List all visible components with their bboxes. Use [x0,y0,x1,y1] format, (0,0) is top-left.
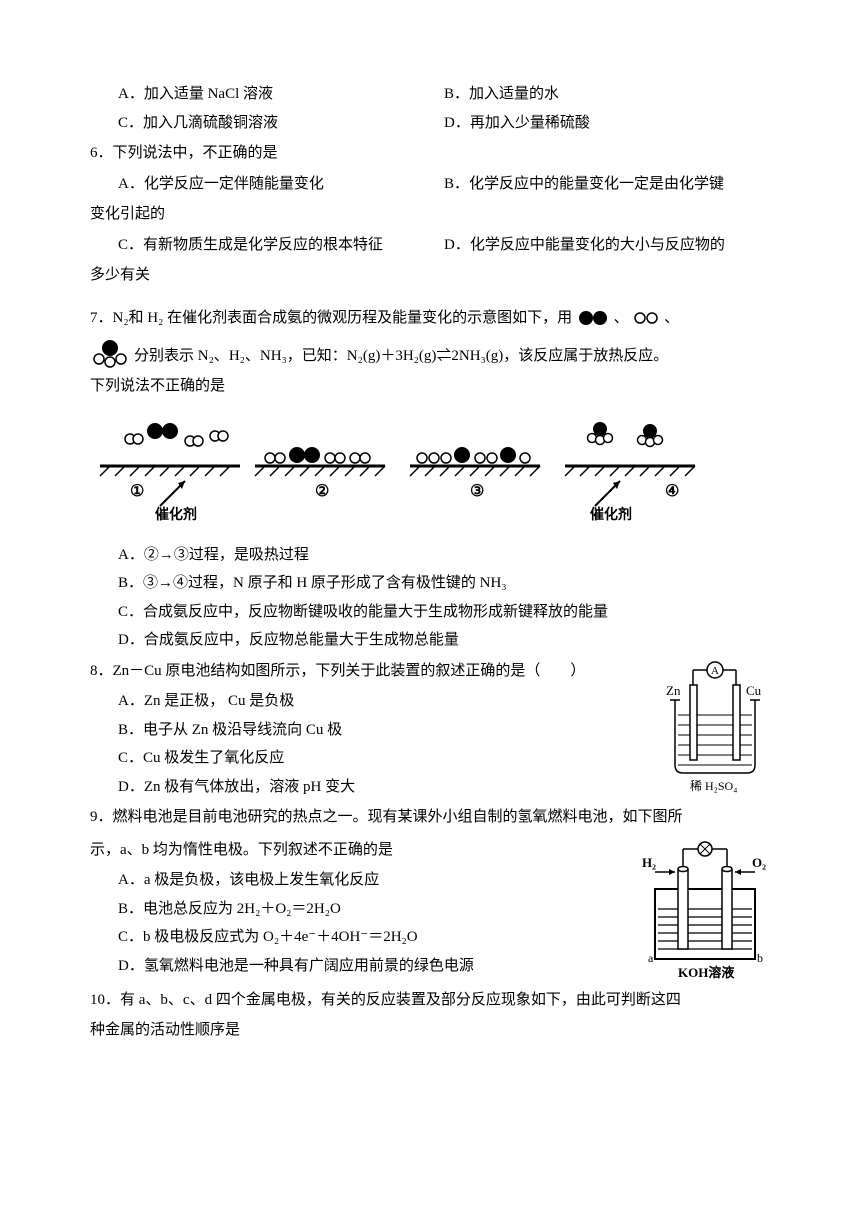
sep2: 、 [664,310,679,326]
q8-option-c: C．Cu 极发生了氧化反应 [118,744,650,773]
q7-catalyst-label-2: 催化剂 [590,506,632,523]
cu-label: Cu [746,683,762,698]
q7-stem-line2: 分别表示 N₂、H₂、NH₃，已知：N₂(g)＋3H₂(g)⇌2NH₃(g)，该… [90,334,770,370]
q9-option-c: C．b 极电极反应式为 O₂＋4e⁻＋4OH⁻＝2H₂O [118,923,630,952]
q9-option-a: A．a 极是负极，该电极上发生氧化反应 [118,866,630,895]
h2-molecule-icon [632,311,660,325]
q7-option-a: A．②→③过程，是吸热过程 [118,541,770,570]
q6-option-c: C．有新物质生成是化学反应的根本特征 [118,231,444,260]
q7-option-b: B．③→④过程，N 原子和 H 原子形成了含有极性键的 NH₃ [118,569,770,598]
q6-row1: A．化学反应一定伴随能量变化 B．化学反应中的能量变化一定是由化学键 [118,170,770,199]
q10-stem1: 10．有 a、b、c、d 四个金属电极，有关的反应装置及部分反应现象如下，由此可… [90,986,770,1015]
q7-option-c: C．合成氨反应中，反应物断键吸收的能量大于生成物形成新键释放的能量 [118,598,770,627]
q5-option-d: D．再加入少量稀硫酸 [444,109,770,138]
q9-stem2: 示，a、b 均为惰性电极。下列叙述不正确的是 [90,836,630,865]
n2-molecule-icon [576,310,610,326]
o2-label: O₂ [752,855,766,870]
a-label: a [648,951,654,965]
q8-option-a: A．Zn 是正极， Cu 是负极 [118,687,650,716]
q8-block: 8．Zn－Cu 原电池结构如图所示，下列关于此装置的叙述正确的是（ ） A．Zn… [90,655,770,802]
q7-option-d: D．合成氨反应中，反应物总能量大于生成物总能量 [118,626,770,655]
q8-option-b: B．电子从 Zn 极沿导线流向 Cu 极 [118,716,650,745]
q7-reaction-diagram: ① 催化剂 ② [90,411,710,531]
nh3-molecule-icon [90,334,130,370]
q9-option-d: D．氢氧燃料电池是一种具有广阔应用前景的绿色电源 [118,952,630,981]
q9-block: 示，a、b 均为惰性电极。下列叙述不正确的是 A．a 极是负极，该电极上发生氧化… [90,834,770,984]
q6-option-d-part2: 多少有关 [90,261,770,290]
b-label: b [757,951,763,965]
q7-num1: ① [130,483,144,500]
q7-stem-part3: 下列说法不正确的是 [90,372,770,401]
koh-label: KOH溶液 [678,965,734,980]
q5-option-a: A．加入适量 NaCl 溶液 [118,80,444,109]
q6-option-a: A．化学反应一定伴随能量变化 [118,170,444,199]
q6-row2: C．有新物质生成是化学反应的根本特征 D．化学反应中能量变化的大小与反应物的 [118,231,770,260]
q6-option-b-part2: 变化引起的 [90,200,770,229]
q8-stem: 8．Zn－Cu 原电池结构如图所示，下列关于此装置的叙述正确的是（ ） [90,657,650,686]
ammeter-label: A [711,665,719,677]
q7-stem-line1: 7．N₂和 H₂ 在催化剂表面合成氨的微观历程及能量变化的示意图如下，用 、 、 [90,304,770,333]
q5-options-row2: C．加入几滴硫酸铜溶液 D．再加入少量稀硫酸 [118,109,770,138]
q9-diagram: H₂ O₂ a b KOH溶液 [640,834,770,984]
fuel-cell-diagram: H₂ O₂ a b KOH溶液 [640,834,770,984]
q7-catalyst-label-1: 催化剂 [155,506,197,523]
zn-cu-cell-diagram: A Zn Cu 稀 H₂SO₄ [660,655,770,795]
q8-diagram: A Zn Cu 稀 H₂SO₄ [660,655,770,795]
h2-label: H₂ [642,855,656,870]
q6-option-d-part1: D．化学反应中能量变化的大小与反应物的 [444,231,770,260]
zn-label: Zn [666,683,681,698]
q9-stem1: 9．燃料电池是目前电池研究的热点之一。现有某课外小组自制的氢氧燃料电池，如下图所 [90,803,770,832]
q9-option-b: B．电池总反应为 2H₂＋O₂＝2H₂O [118,895,630,924]
q5-option-b: B．加入适量的水 [444,80,770,109]
sep1: 、 [614,310,629,326]
q6-stem: 6．下列说法中，不正确的是 [90,139,770,168]
q7-stem-part2: 分别表示 N₂、H₂、NH₃，已知：N₂(g)＋3H₂(g)⇌2NH₃(g)，该… [134,342,668,371]
q5-options-row1: A．加入适量 NaCl 溶液 B．加入适量的水 [118,80,770,109]
q7-num4: ④ [665,483,679,500]
q10-stem2: 种金属的活动性顺序是 [90,1016,770,1045]
h2so4-label: 稀 H₂SO₄ [690,779,737,793]
q8-option-d: D．Zn 极有气体放出，溶液 pH 变大 [118,773,650,802]
q6-option-b-part1: B．化学反应中的能量变化一定是由化学键 [444,170,770,199]
q5-option-c: C．加入几滴硫酸铜溶液 [118,109,444,138]
q7-num2: ② [315,483,329,500]
q7-diagram: ① 催化剂 ② [90,411,770,531]
q7-num3: ③ [470,483,484,500]
q7-stem-part1: 7．N₂和 H₂ 在催化剂表面合成氨的微观历程及能量变化的示意图如下，用 [90,310,572,326]
